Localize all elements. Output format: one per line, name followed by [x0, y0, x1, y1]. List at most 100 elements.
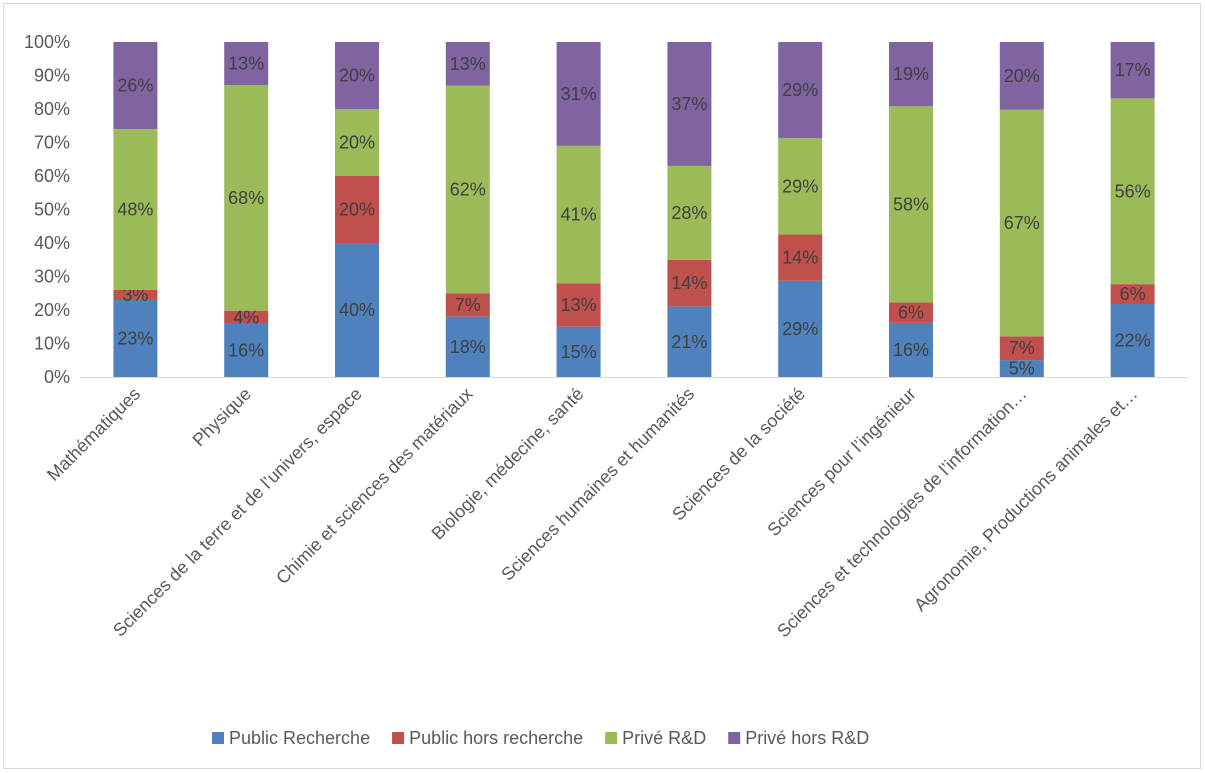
data-label: 20%: [339, 66, 375, 86]
y-tick-label: 0%: [44, 367, 70, 387]
bar-segment: [1110, 42, 1155, 99]
data-label: 5%: [1009, 359, 1035, 379]
data-label: 19%: [893, 64, 929, 84]
bar-segment: [889, 42, 933, 107]
bar-segment: [999, 42, 1044, 110]
bar-segment: [335, 176, 379, 243]
bar-segment: [556, 145, 601, 284]
bar-segment: [224, 42, 269, 86]
bar-segment: [1110, 98, 1155, 285]
legend-label: Public hors recherche: [409, 728, 583, 748]
data-label: 20%: [1004, 66, 1040, 86]
legend-swatch: [728, 732, 741, 744]
bar-segment: [999, 360, 1044, 377]
y-tick-label: 80%: [34, 99, 70, 119]
data-label: 22%: [1115, 331, 1151, 351]
data-label: 13%: [450, 54, 486, 74]
data-label: 21%: [671, 332, 707, 352]
bar-segment: [889, 302, 933, 323]
y-tick-label: 70%: [34, 133, 70, 153]
data-label: 7%: [455, 295, 481, 315]
bar-segment: [335, 243, 379, 377]
legend-swatch: [212, 732, 224, 744]
data-label: 58%: [893, 194, 929, 214]
bar-segment: [999, 109, 1044, 337]
data-label: 37%: [671, 94, 707, 114]
bar-segment: [667, 259, 712, 307]
data-label: 6%: [1120, 284, 1146, 304]
data-label: 67%: [1004, 213, 1040, 233]
y-tick-label: 20%: [34, 300, 70, 320]
bar-segment: [889, 322, 933, 377]
bar-segment: [224, 310, 269, 324]
bar-segment: [556, 326, 601, 377]
bar-segment: [224, 85, 269, 311]
bar-segment: [667, 165, 712, 260]
data-label: 16%: [893, 340, 929, 360]
bar-segment: [667, 42, 712, 166]
data-label: 7%: [1009, 338, 1035, 358]
x-tick-label: Sciences et technologies de l’informatio…: [773, 384, 1031, 642]
y-tick-label: 40%: [34, 233, 70, 253]
y-tick-label: 50%: [34, 200, 70, 220]
bar-segment: [113, 129, 158, 290]
data-label: 62%: [450, 179, 486, 199]
data-label: 6%: [898, 303, 924, 323]
data-label: 56%: [1115, 181, 1151, 201]
data-label: 29%: [782, 319, 818, 339]
data-label: 13%: [228, 54, 264, 74]
data-label: 4%: [233, 307, 259, 327]
y-tick-label: 10%: [34, 334, 70, 354]
bars: 23% 3% 48% 26% 16% 4% 68% 13% 40% 20% 20% 20% 18% 7% 6…: [113, 42, 1155, 379]
bar-segment: [667, 306, 712, 377]
y-tick-label: 30%: [34, 267, 70, 287]
bar-segment: [889, 106, 933, 303]
bar-segment: [556, 283, 601, 327]
data-label: 14%: [782, 248, 818, 268]
bar-segment: [335, 42, 379, 109]
legend-label: Privé hors R&D: [745, 728, 869, 748]
data-label: 41%: [561, 205, 597, 225]
x-tick-label: Sciences de la terre et de l’univers, es…: [109, 384, 366, 641]
y-tick-label: 90%: [34, 66, 70, 86]
data-label: 14%: [671, 273, 707, 293]
bar-segment: [113, 299, 158, 377]
x-tick-label: Chimie et sciences des matériaux: [272, 384, 476, 588]
y-tick-label: 60%: [34, 166, 70, 186]
bar-segment: [556, 42, 601, 146]
data-label: 29%: [782, 176, 818, 196]
legend-label: Public Recherche: [229, 728, 370, 748]
data-label: 48%: [117, 200, 153, 220]
data-label: 3%: [122, 285, 148, 305]
data-label: 40%: [339, 300, 375, 320]
bar-segment: [335, 109, 379, 176]
data-label: 23%: [117, 328, 153, 348]
x-tick-label: Physique: [189, 384, 256, 451]
y-axis: 0% 10% 20% 30% 40% 50% 60% 70% 80% 90% 100%: [24, 32, 70, 387]
x-tick-label: Mathématiques: [43, 384, 144, 485]
data-label: 20%: [339, 200, 375, 220]
legend-label: Privé R&D: [622, 728, 706, 748]
bar-segment: [1110, 284, 1155, 305]
bar-segment: [778, 42, 823, 139]
bar-segment: [778, 234, 823, 281]
legend-swatch: [392, 732, 405, 744]
data-label: 18%: [450, 337, 486, 357]
data-label: 20%: [339, 133, 375, 153]
bar-segment: [113, 289, 158, 300]
bar-segment: [445, 42, 490, 86]
bar-segment: [224, 323, 269, 377]
data-label: 31%: [561, 84, 597, 104]
bar-segment: [1110, 304, 1155, 377]
bar-segment: [778, 280, 823, 377]
bar-segment: [445, 293, 490, 317]
bar-segment: [445, 85, 490, 294]
legend: Public Recherche Public hors recherche Pri…: [212, 728, 869, 748]
bar-segment: [113, 42, 158, 130]
data-label: 28%: [671, 203, 707, 223]
data-label: 16%: [228, 340, 264, 360]
data-label: 29%: [782, 80, 818, 100]
data-label: 26%: [117, 76, 153, 96]
